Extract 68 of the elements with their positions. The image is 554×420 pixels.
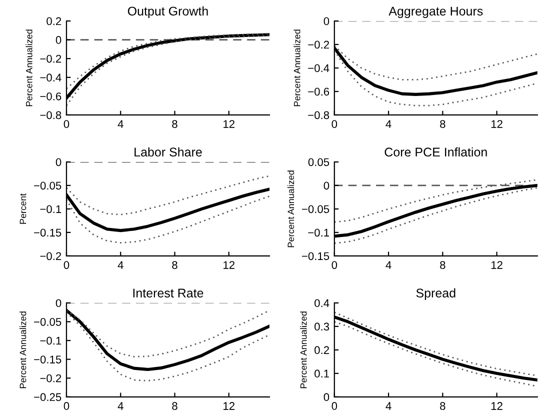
y-tick-label: −0.05 xyxy=(34,182,62,190)
y-tick-label: 0 xyxy=(56,36,62,44)
y-tick-label: 0.1 xyxy=(314,370,330,378)
y-axis-title: Percent Annualized xyxy=(20,312,26,388)
x-tick-label: 4 xyxy=(118,120,124,128)
y-tick-label: −0.8 xyxy=(40,111,62,120)
y-tick-label: −0.05 xyxy=(302,205,330,214)
x-tick-label: 8 xyxy=(172,402,178,410)
y-tick-label: −0.15 xyxy=(34,228,62,237)
y-tick-label: 0.05 xyxy=(308,158,330,166)
x-tick-label: 4 xyxy=(386,120,392,128)
x-tick-label: 4 xyxy=(386,261,392,269)
y-axis-title: Percent xyxy=(20,193,26,224)
y-tick-label: −0.2 xyxy=(308,40,329,49)
y-tick-label: −0.25 xyxy=(34,393,62,402)
y-tick-label: 0 xyxy=(324,17,330,26)
y-tick-label: 0.3 xyxy=(314,322,330,331)
y-tick-label: −0.2 xyxy=(40,252,62,260)
x-tick-label: 0 xyxy=(64,261,70,269)
x-tick-label: 4 xyxy=(386,402,392,410)
x-tick-label: 0 xyxy=(332,261,338,269)
y-tick-label: −0.1 xyxy=(40,205,62,214)
y-tick-label: −0.6 xyxy=(308,88,330,96)
y-tick-label: −0.05 xyxy=(34,318,62,326)
chart-title: Output Growth xyxy=(128,6,208,18)
x-tick-label: 0 xyxy=(64,402,70,410)
y-tick-label: 0.2 xyxy=(314,346,329,354)
y-tick-label: 0.4 xyxy=(314,299,330,308)
y-tick-label: −0.8 xyxy=(308,111,330,120)
y-axis-title: Percent Annualized xyxy=(300,312,307,388)
y-tick-label: 0.2 xyxy=(46,17,62,26)
chart-title: Interest Rate xyxy=(133,288,204,298)
y-axis-title: Percent Annualized xyxy=(294,30,300,106)
y-tick-label: −0.2 xyxy=(40,54,62,63)
chart-title: Spread xyxy=(416,288,456,300)
y-tick-label: −0.15 xyxy=(34,356,62,364)
y-tick-label: −0.6 xyxy=(40,92,62,100)
y-axis-title: Percent Annualized xyxy=(26,30,32,106)
x-tick-label: 8 xyxy=(172,261,178,269)
y-tick-label: −0.2 xyxy=(40,374,62,382)
y-tick-label: 0 xyxy=(56,299,62,308)
x-tick-label: 8 xyxy=(440,120,446,128)
x-tick-label: 8 xyxy=(440,261,446,269)
y-tick-label: −0.4 xyxy=(40,74,62,82)
y-tick-label: 0 xyxy=(324,393,330,402)
y-tick-label: −0.15 xyxy=(302,252,330,260)
chart-title: Aggregate Hours xyxy=(388,6,483,18)
y-tick-label: −0.1 xyxy=(308,228,330,237)
x-tick-label: 4 xyxy=(118,402,124,410)
x-tick-label: 0 xyxy=(332,402,338,410)
y-tick-label: −0.1 xyxy=(40,336,62,345)
x-tick-label: 0 xyxy=(332,120,338,128)
chart-title: Core PCE Inflation xyxy=(384,147,487,157)
x-tick-label: 12 xyxy=(224,120,234,128)
y-tick-label: 0 xyxy=(324,182,330,190)
x-tick-label: 12 xyxy=(224,261,234,269)
x-tick-label: 8 xyxy=(440,402,446,410)
x-tick-label: 12 xyxy=(491,261,502,269)
x-tick-label: 0 xyxy=(64,120,70,128)
y-tick-label: 0 xyxy=(56,158,62,166)
y-axis-title: Percent Annualized xyxy=(287,170,294,248)
chart-title: Labor Share xyxy=(134,147,202,157)
x-tick-label: 12 xyxy=(491,402,502,410)
x-tick-label: 12 xyxy=(491,120,502,128)
x-tick-label: 12 xyxy=(224,402,234,410)
x-tick-label: 8 xyxy=(172,120,178,128)
x-tick-label: 4 xyxy=(118,261,124,269)
y-tick-label: −0.4 xyxy=(308,64,330,72)
